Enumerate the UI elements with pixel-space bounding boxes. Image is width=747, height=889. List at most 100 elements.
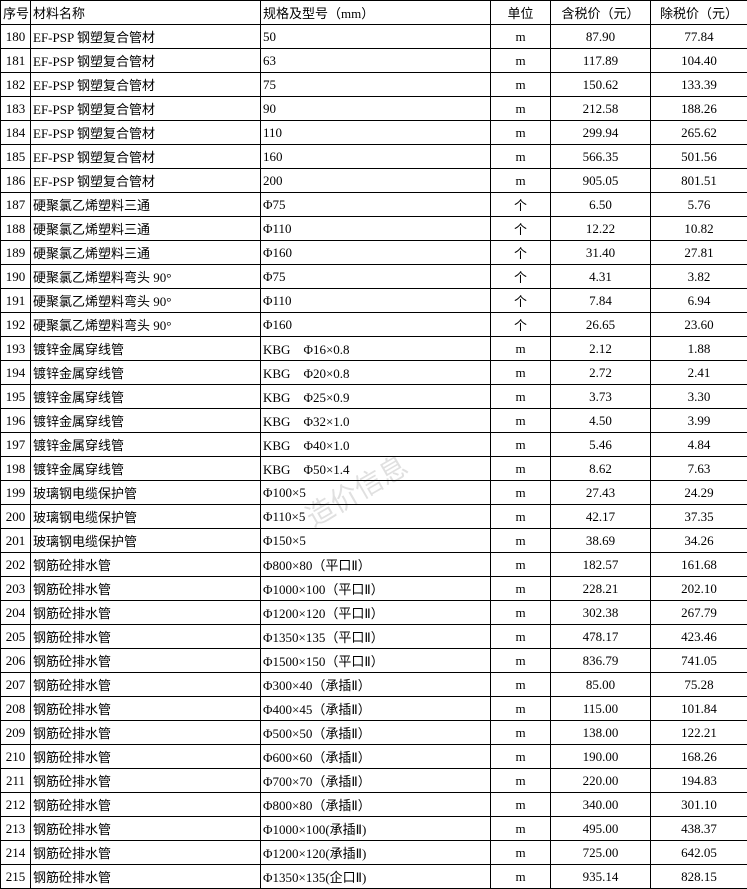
table-cell: m (491, 385, 551, 409)
table-cell: 23.60 (651, 313, 747, 337)
table-cell: 210 (1, 745, 31, 769)
table-row: 184EF-PSP 钢塑复合管材110m299.94265.62 (1, 121, 747, 145)
table-cell: 钢筋砼排水管 (31, 577, 261, 601)
table-row: 211钢筋砼排水管Φ700×70（承插Ⅱ）m220.00194.83 (1, 769, 747, 793)
table-cell: 190.00 (551, 745, 651, 769)
table-cell: 38.69 (551, 529, 651, 553)
table-cell: 42.17 (551, 505, 651, 529)
table-row: 195镀锌金属穿线管KBG Φ25×0.9m3.733.30 (1, 385, 747, 409)
material-price-table: 序号材料名称规格及型号（mm）单位含税价（元）除税价（元） 180EF-PSP … (0, 0, 747, 889)
table-header: 序号材料名称规格及型号（mm）单位含税价（元）除税价（元） (1, 1, 747, 25)
table-row: 185EF-PSP 钢塑复合管材160m566.35501.56 (1, 145, 747, 169)
table-cell: 182.57 (551, 553, 651, 577)
table-cell: 423.46 (651, 625, 747, 649)
table-cell: 201 (1, 529, 31, 553)
table-row: 210钢筋砼排水管Φ600×60（承插Ⅱ）m190.00168.26 (1, 745, 747, 769)
table-cell: 4.31 (551, 265, 651, 289)
table-cell: 镀锌金属穿线管 (31, 385, 261, 409)
table-cell: 194.83 (651, 769, 747, 793)
table-cell: Φ500×50（承插Ⅱ） (261, 721, 491, 745)
table-cell: 220.00 (551, 769, 651, 793)
table-cell: 12.22 (551, 217, 651, 241)
table-cell: Φ100×5 (261, 481, 491, 505)
table-row: 197镀锌金属穿线管KBG Φ40×1.0m5.464.84 (1, 433, 747, 457)
table-cell: m (491, 649, 551, 673)
table-cell: 438.37 (651, 817, 747, 841)
table-cell: 硬聚氯乙烯塑料弯头 90° (31, 265, 261, 289)
table-cell: 钢筋砼排水管 (31, 793, 261, 817)
table-cell: 玻璃钢电缆保护管 (31, 481, 261, 505)
table-cell: Φ1200×120（平口Ⅱ） (261, 601, 491, 625)
table-cell: EF-PSP 钢塑复合管材 (31, 121, 261, 145)
table-cell: Φ110 (261, 217, 491, 241)
table-cell: 209 (1, 721, 31, 745)
table-cell: 27.81 (651, 241, 747, 265)
table-row: 188硬聚氯乙烯塑料三通Φ110个12.2210.82 (1, 217, 747, 241)
table-cell: 214 (1, 841, 31, 865)
table-cell: Φ800×80（平口Ⅱ） (261, 553, 491, 577)
table-cell: Φ800×80（承插Ⅱ） (261, 793, 491, 817)
table-cell: m (491, 361, 551, 385)
table-cell: m (491, 553, 551, 577)
table-cell: KBG Φ32×1.0 (261, 409, 491, 433)
table-cell: 801.51 (651, 169, 747, 193)
table-cell: 193 (1, 337, 31, 361)
table-row: 196镀锌金属穿线管KBG Φ32×1.0m4.503.99 (1, 409, 747, 433)
table-cell: EF-PSP 钢塑复合管材 (31, 97, 261, 121)
table-cell: 10.82 (651, 217, 747, 241)
table-cell: Φ1350×135(企口Ⅱ) (261, 865, 491, 889)
table-cell: Φ160 (261, 313, 491, 337)
table-cell: 3.82 (651, 265, 747, 289)
table-cell: Φ1350×135（平口Ⅱ） (261, 625, 491, 649)
table-cell: 199 (1, 481, 31, 505)
table-cell: 硬聚氯乙烯塑料三通 (31, 193, 261, 217)
table-cell: 267.79 (651, 601, 747, 625)
table-cell: 207 (1, 673, 31, 697)
table-cell: 玻璃钢电缆保护管 (31, 529, 261, 553)
table-cell: 138.00 (551, 721, 651, 745)
table-cell: 5.46 (551, 433, 651, 457)
table-header-row: 序号材料名称规格及型号（mm）单位含税价（元）除税价（元） (1, 1, 747, 25)
table-cell: 27.43 (551, 481, 651, 505)
table-cell: 钢筋砼排水管 (31, 865, 261, 889)
table-cell: 122.21 (651, 721, 747, 745)
table-cell: m (491, 577, 551, 601)
table-cell: m (491, 793, 551, 817)
table-cell: Φ700×70（承插Ⅱ） (261, 769, 491, 793)
table-row: 190硬聚氯乙烯塑料弯头 90°Φ75个4.313.82 (1, 265, 747, 289)
table-cell: 189 (1, 241, 31, 265)
table-row: 199玻璃钢电缆保护管Φ100×5m27.4324.29 (1, 481, 747, 505)
table-cell: 75.28 (651, 673, 747, 697)
table-row: 182EF-PSP 钢塑复合管材75m150.62133.39 (1, 73, 747, 97)
table-row: 200玻璃钢电缆保护管Φ110×5m42.1737.35 (1, 505, 747, 529)
table-row: 202钢筋砼排水管Φ800×80（平口Ⅱ）m182.57161.68 (1, 553, 747, 577)
table-row: 203钢筋砼排水管Φ1000×100（平口Ⅱ）m228.21202.10 (1, 577, 747, 601)
table-row: 181EF-PSP 钢塑复合管材63m117.89104.40 (1, 49, 747, 73)
table-row: 207钢筋砼排水管Φ300×40（承插Ⅱ）m85.0075.28 (1, 673, 747, 697)
table-cell: 133.39 (651, 73, 747, 97)
table-cell: 个 (491, 217, 551, 241)
table-cell: 2.72 (551, 361, 651, 385)
table-cell: 3.73 (551, 385, 651, 409)
table-cell: KBG Φ25×0.9 (261, 385, 491, 409)
table-cell: 31.40 (551, 241, 651, 265)
table-cell: 8.62 (551, 457, 651, 481)
table-cell: 钢筋砼排水管 (31, 745, 261, 769)
table-cell: 186 (1, 169, 31, 193)
table-cell: 4.84 (651, 433, 747, 457)
table-row: 209钢筋砼排水管Φ500×50（承插Ⅱ）m138.00122.21 (1, 721, 747, 745)
table-header-cell: 规格及型号（mm） (261, 1, 491, 25)
table-cell: 197 (1, 433, 31, 457)
table-cell: 192 (1, 313, 31, 337)
table-row: 186EF-PSP 钢塑复合管材200m905.05801.51 (1, 169, 747, 193)
table-cell: 7.63 (651, 457, 747, 481)
table-cell: 204 (1, 601, 31, 625)
table-cell: Φ110×5 (261, 505, 491, 529)
table-row: 198镀锌金属穿线管KBG Φ50×1.4m8.627.63 (1, 457, 747, 481)
table-cell: 6.50 (551, 193, 651, 217)
table-cell: m (491, 433, 551, 457)
table-cell: Φ400×45（承插Ⅱ） (261, 697, 491, 721)
table-cell: 50 (261, 25, 491, 49)
table-cell: m (491, 169, 551, 193)
table-cell: 161.68 (651, 553, 747, 577)
